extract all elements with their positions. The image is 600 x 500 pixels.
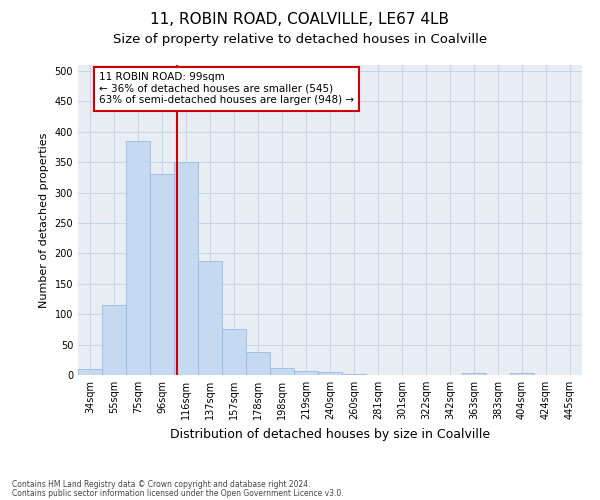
Text: 11 ROBIN ROAD: 99sqm
← 36% of detached houses are smaller (545)
63% of semi-deta: 11 ROBIN ROAD: 99sqm ← 36% of detached h… xyxy=(99,72,354,106)
Bar xyxy=(246,352,270,375)
Bar xyxy=(270,368,294,375)
Text: Contains public sector information licensed under the Open Government Licence v3: Contains public sector information licen… xyxy=(12,488,344,498)
X-axis label: Distribution of detached houses by size in Coalville: Distribution of detached houses by size … xyxy=(170,428,490,440)
Bar xyxy=(78,369,102,375)
Bar xyxy=(126,141,150,375)
Bar xyxy=(174,162,198,375)
Text: Size of property relative to detached houses in Coalville: Size of property relative to detached ho… xyxy=(113,32,487,46)
Bar xyxy=(318,372,342,375)
Text: 11, ROBIN ROAD, COALVILLE, LE67 4LB: 11, ROBIN ROAD, COALVILLE, LE67 4LB xyxy=(151,12,449,28)
Bar xyxy=(102,305,126,375)
Y-axis label: Number of detached properties: Number of detached properties xyxy=(39,132,49,308)
Bar xyxy=(198,260,222,375)
Text: Contains HM Land Registry data © Crown copyright and database right 2024.: Contains HM Land Registry data © Crown c… xyxy=(12,480,311,489)
Bar xyxy=(510,373,534,375)
Bar xyxy=(462,373,486,375)
Bar xyxy=(294,370,318,375)
Bar xyxy=(342,374,366,375)
Bar xyxy=(150,174,174,375)
Bar xyxy=(222,330,246,375)
